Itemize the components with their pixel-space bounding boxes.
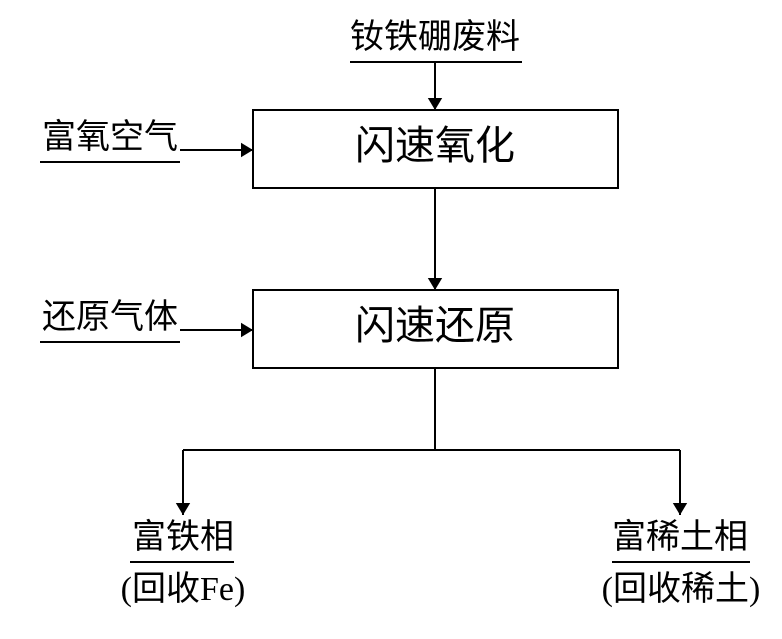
arrow-head <box>176 503 190 515</box>
label-out_left_top: 富铁相 <box>132 518 234 556</box>
arrow-head <box>428 98 442 110</box>
label-side1: 富氧空气 <box>42 118 178 156</box>
label-out_left_bottom: (回收Fe) <box>121 570 246 608</box>
label-out_right_bottom: (回收稀土) <box>602 570 761 608</box>
label-box2: 闪速还原 <box>355 303 515 348</box>
arrow-head <box>428 278 442 290</box>
flowchart-diagram: 钕铁硼废料闪速氧化 富氧空气闪速还原 还原气体富铁相 (回收Fe) 富稀土相 (回收稀土) <box>0 0 782 639</box>
arrow-head <box>673 503 687 515</box>
label-out_right_top: 富稀土相 <box>612 518 748 556</box>
arrow-head <box>241 323 253 337</box>
label-side2: 还原气体 <box>42 298 178 336</box>
label-top_input: 钕铁硼废料 <box>350 18 520 56</box>
arrow-head <box>241 143 253 157</box>
label-box1: 闪速氧化 <box>355 123 515 168</box>
